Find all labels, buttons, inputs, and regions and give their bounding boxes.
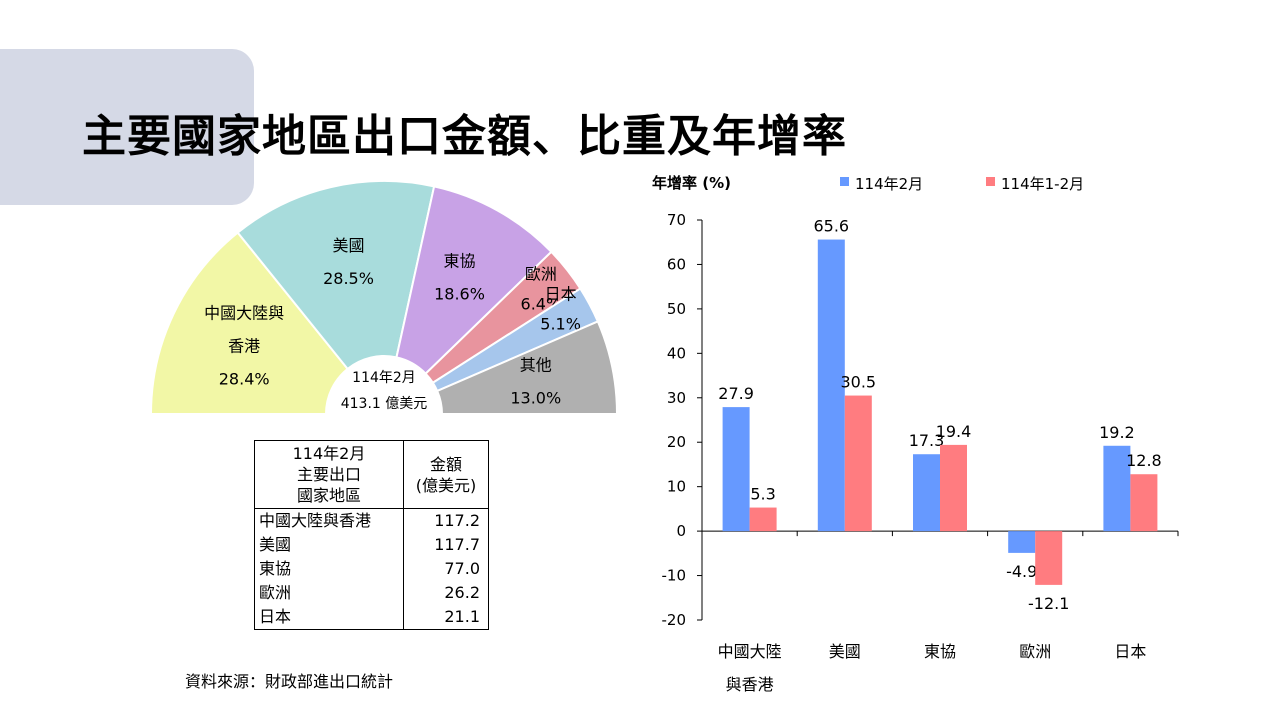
y-tick-label: 0 — [676, 522, 686, 540]
pie-slice-value-label: 28.5% — [323, 269, 374, 288]
title-accent-tab — [0, 49, 254, 205]
y-tick-label: 50 — [667, 300, 686, 318]
pie-slice — [395, 185, 553, 376]
pie-center-label: 114年2月 — [352, 370, 416, 386]
table-cell-amount: 21.1 — [403, 605, 489, 630]
table-row: 東協 77.0 — [254, 557, 489, 581]
pie-slice-value-label: 5.1% — [540, 315, 581, 334]
legend-swatch — [986, 177, 995, 186]
table-cell-region: 歐洲 — [254, 581, 404, 605]
pie-slice — [236, 180, 436, 371]
table-cell-region: 中國大陸與香港 — [254, 508, 404, 533]
table-header-amount-line: 金額 — [429, 454, 462, 474]
pie-slice-category-label: 東協 — [444, 252, 476, 271]
bar — [817, 239, 845, 532]
legend-label: 114年2月 — [855, 175, 923, 193]
pie-center-label: 413.1 億美元 — [341, 396, 428, 412]
x-category-label: 中國大陸 — [718, 642, 782, 661]
table-cell-amount: 117.7 — [403, 533, 489, 557]
y-tick-label: -20 — [662, 611, 687, 629]
y-tick-label: -10 — [662, 567, 687, 585]
pie-slice-value-label: 28.4% — [219, 370, 270, 389]
bar — [749, 507, 777, 532]
bar-data-label: 17.3 — [909, 431, 945, 450]
table-header-amount: 金額 (億美元) — [403, 440, 489, 509]
bar — [1130, 474, 1158, 532]
data-source-note: 資料來源：財政部進出口統計 — [185, 672, 394, 691]
table-header-region-line: 主要出口 — [296, 465, 361, 484]
table-cell-amount: 26.2 — [403, 581, 489, 605]
table-row: 美國 117.7 — [254, 533, 489, 557]
bar-data-label: -4.9 — [1006, 562, 1037, 581]
bar — [913, 454, 940, 532]
bar — [1008, 531, 1036, 553]
legend-label: 114年1-2月 — [1001, 175, 1084, 193]
bar — [1103, 445, 1131, 532]
x-category-label: 日本 — [1114, 642, 1146, 661]
pie-slice-value-label: 18.6% — [434, 285, 485, 304]
table-header-region-line: 114年2月 — [292, 444, 366, 463]
bar-data-label: 5.3 — [750, 485, 775, 504]
y-tick-label: 60 — [667, 255, 686, 273]
bar-data-label: -12.1 — [1028, 594, 1069, 613]
table-header-region-line: 國家地區 — [296, 486, 361, 505]
pie-slice-value-label: 13.0% — [510, 389, 561, 408]
bar-data-label: 19.4 — [936, 422, 972, 441]
y-tick-label: 10 — [667, 478, 686, 496]
table-cell-amount: 77.0 — [403, 557, 489, 581]
table-cell-region: 東協 — [254, 557, 404, 581]
table-cell-region: 美國 — [254, 533, 404, 557]
export-amount-table: 114年2月 主要出口 國家地區 金額 (億美元) 中國大陸與香港 117.2 … — [254, 440, 489, 630]
bar-data-label: 19.2 — [1099, 423, 1135, 442]
legend-swatch — [840, 177, 849, 186]
pie-slice-category-label: 其他 — [520, 356, 552, 375]
y-axis-title: 年增率 (%) — [652, 174, 731, 192]
y-tick-label: 30 — [667, 389, 686, 407]
pie-slice-category-label: 日本 — [545, 285, 577, 304]
pie-slice — [435, 320, 619, 415]
x-category-label: 美國 — [829, 642, 861, 661]
x-category-label: 歐洲 — [1019, 642, 1051, 661]
x-category-label: 東協 — [924, 642, 956, 661]
slide-title: 主要國家地區出口金額、比重及年增率 — [82, 111, 847, 162]
bar-data-label: 65.6 — [813, 217, 849, 236]
x-category-label: 與香港 — [726, 675, 774, 694]
pie-slice-category-label: 中國大陸與 — [204, 304, 284, 323]
bar-data-label: 27.9 — [718, 384, 754, 403]
table-cell-region: 日本 — [254, 605, 404, 630]
table-header-region: 114年2月 主要出口 國家地區 — [254, 440, 404, 509]
table-row: 中國大陸與香港 117.2 — [254, 508, 489, 533]
pie-slice-category-label: 歐洲 — [525, 264, 557, 283]
bar — [940, 444, 967, 532]
y-tick-label: 40 — [667, 344, 686, 362]
bar-data-label: 30.5 — [840, 373, 876, 392]
pie-slice-category-label: 美國 — [333, 236, 365, 255]
pie-slice-category-label: 香港 — [228, 337, 260, 356]
table-row: 日本 21.1 — [254, 605, 489, 630]
bar — [722, 407, 750, 532]
pie-slice — [149, 231, 349, 415]
bar — [1035, 531, 1063, 585]
bar-data-label: 12.8 — [1126, 451, 1162, 470]
y-tick-label: 20 — [667, 433, 686, 451]
table-row: 歐洲 26.2 — [254, 581, 489, 605]
table-header-amount-line: (億美元) — [415, 475, 477, 495]
bar — [844, 395, 872, 532]
y-tick-label: 70 — [667, 211, 686, 229]
table-cell-amount: 117.2 — [403, 508, 489, 533]
